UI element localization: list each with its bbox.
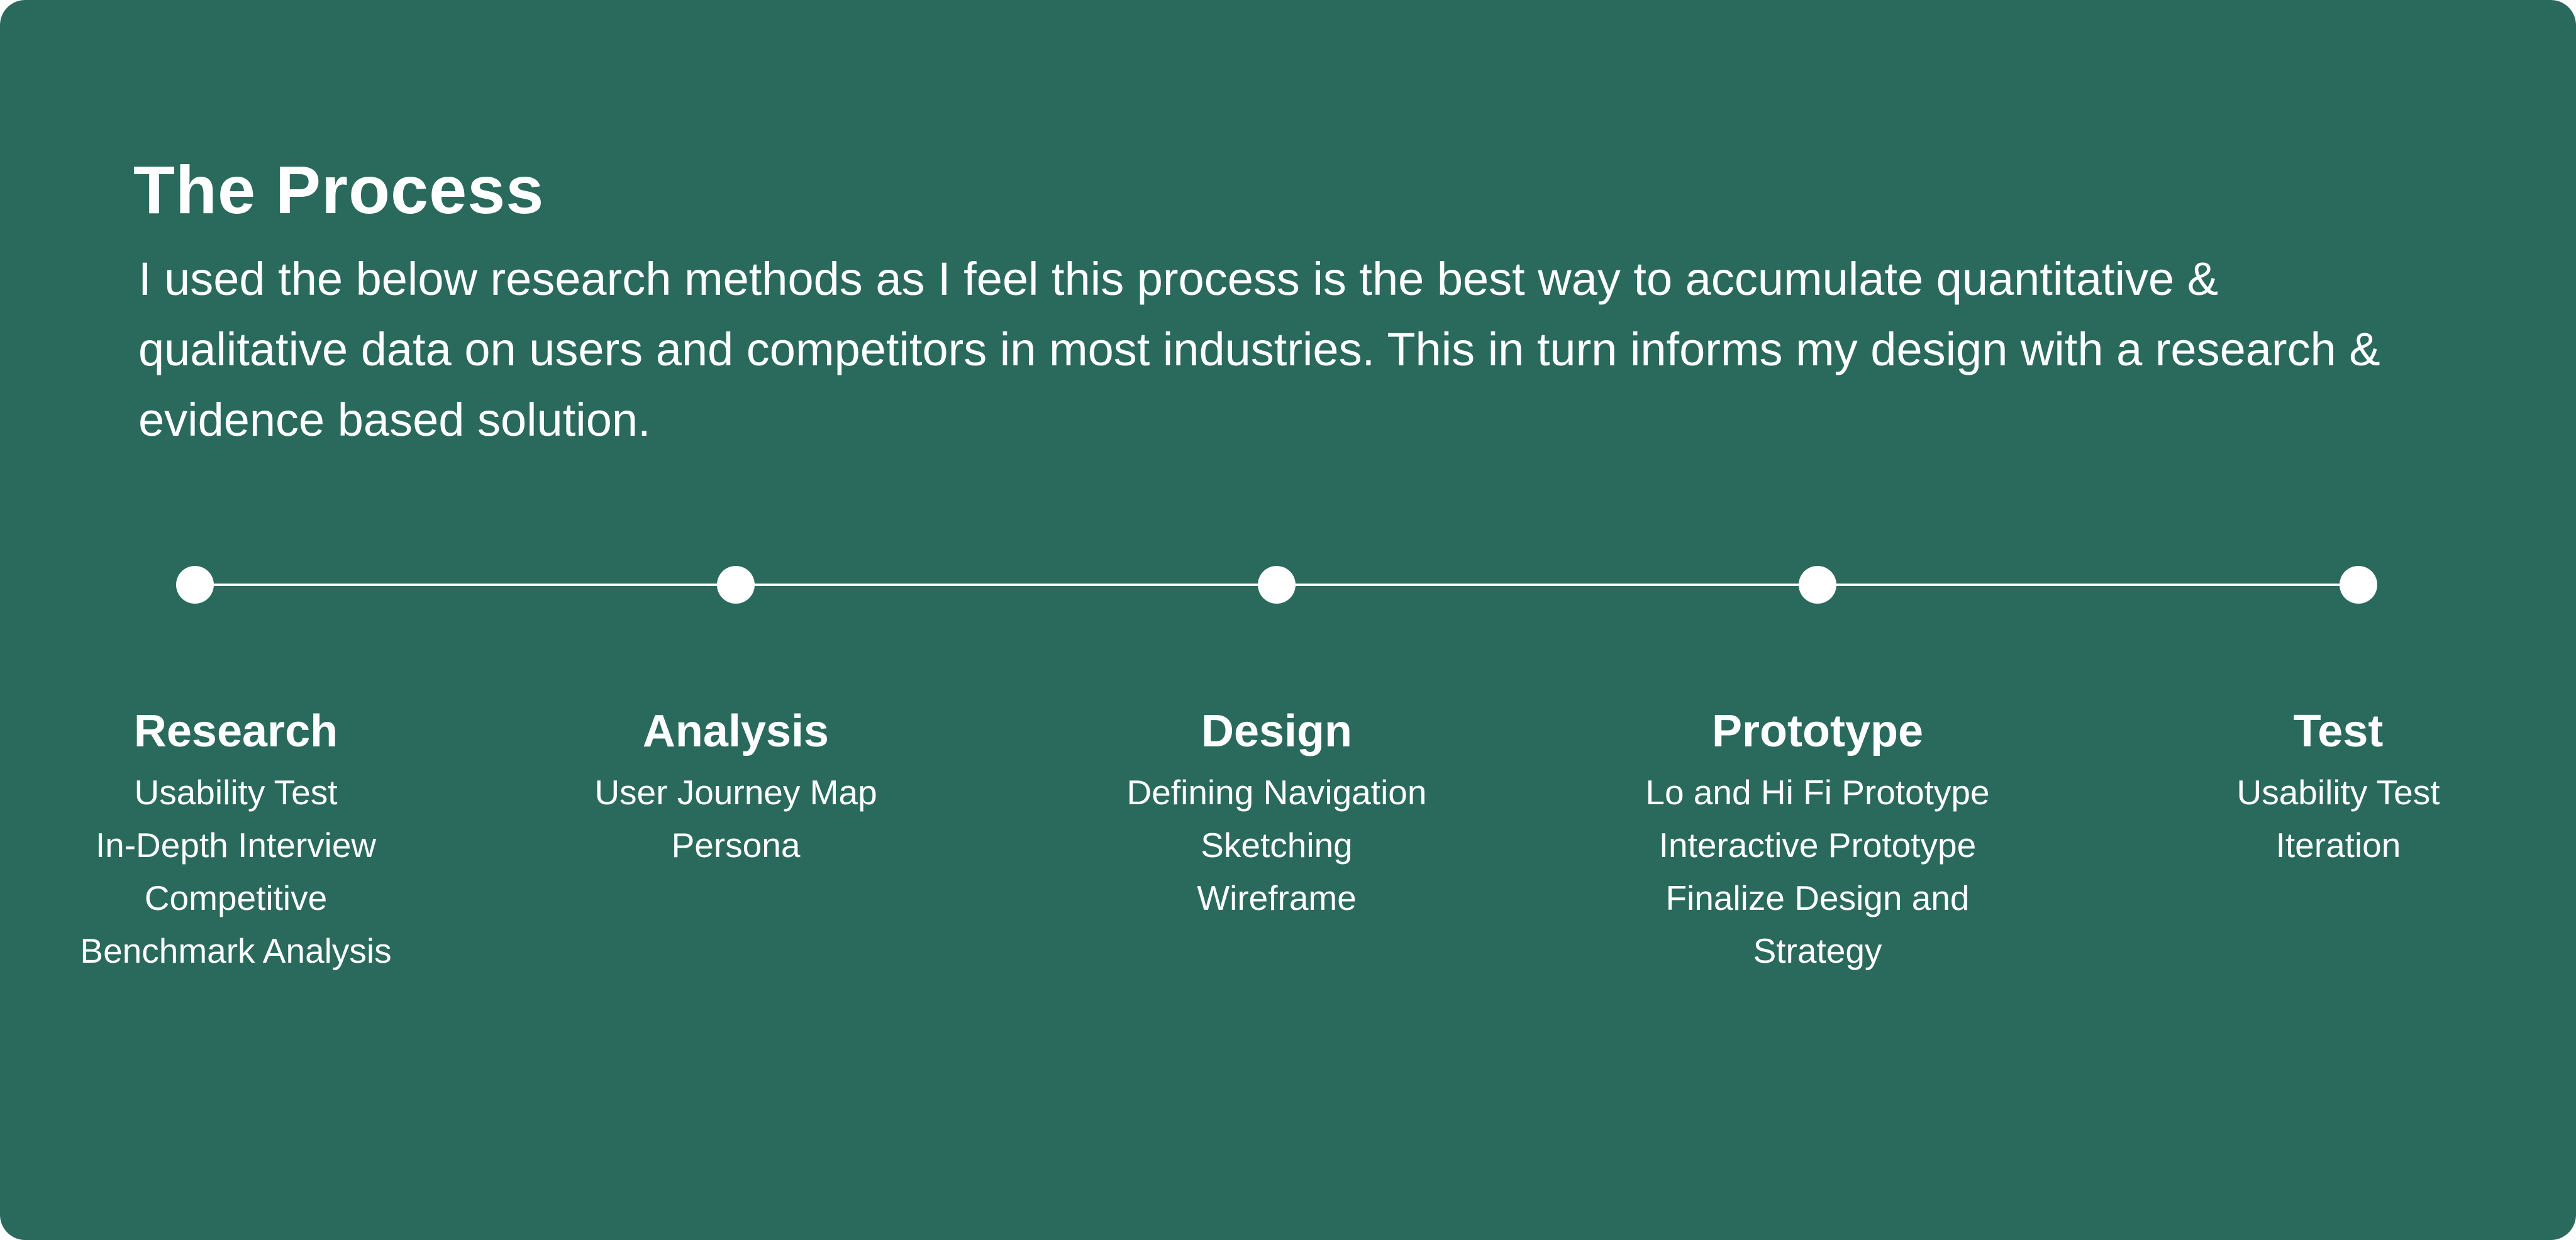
timeline-dot-design [1258, 566, 1296, 604]
step-design: Design Defining Navigation Sketching Wir… [1075, 697, 1478, 924]
step-item: Sketching [1201, 826, 1353, 865]
timeline [0, 566, 2576, 604]
step-item-list: Usability Test In-Depth Interview Compet… [35, 766, 437, 977]
step-prototype: Prototype Lo and Hi Fi Prototype Interac… [1616, 697, 2019, 977]
step-title: Design [1201, 706, 1353, 756]
step-title: Test [2293, 706, 2384, 756]
step-item-list: Lo and Hi Fi Prototype Interactive Proto… [1616, 766, 2019, 977]
step-item: Interactive Prototype [1658, 826, 1977, 865]
step-item-list: User Journey Map Persona [535, 766, 937, 872]
step-research: Research Usability Test In-Depth Intervi… [35, 697, 437, 977]
timeline-dot-research [176, 566, 214, 604]
step-item: Persona [671, 826, 801, 865]
step-item: Benchmark Analysis [80, 931, 392, 970]
step-item: Iteration [2275, 826, 2401, 865]
step-title: Research [133, 706, 338, 756]
timeline-dot-test [2340, 566, 2377, 604]
step-item: Finalize Design and [1665, 878, 1970, 917]
step-test: Test Usability Test Iteration [2137, 697, 2540, 872]
step-item: Strategy [1753, 931, 1882, 970]
step-item: Usability Test [134, 773, 338, 812]
step-title: Analysis [642, 706, 830, 756]
step-item-list: Usability Test Iteration [2137, 766, 2540, 872]
step-item-list: Defining Navigation Sketching Wireframe [1075, 766, 1478, 924]
step-title: Prototype [1711, 706, 1924, 756]
step-item: Wireframe [1197, 878, 1357, 917]
step-item: Competitive [144, 878, 328, 917]
step-item: Usability Test [2236, 773, 2440, 812]
step-analysis: Analysis User Journey Map Persona [535, 697, 937, 872]
timeline-dot-prototype [1799, 566, 1836, 604]
page-title: The Process [133, 152, 545, 228]
intro-paragraph: I used the below research methods as I f… [138, 253, 2380, 446]
step-item: Defining Navigation [1126, 773, 1427, 812]
step-item: Lo and Hi Fi Prototype [1645, 773, 1990, 812]
step-item: In-Depth Interview [95, 826, 377, 865]
timeline-dot-analysis [717, 566, 755, 604]
step-item: User Journey Map [594, 773, 877, 812]
